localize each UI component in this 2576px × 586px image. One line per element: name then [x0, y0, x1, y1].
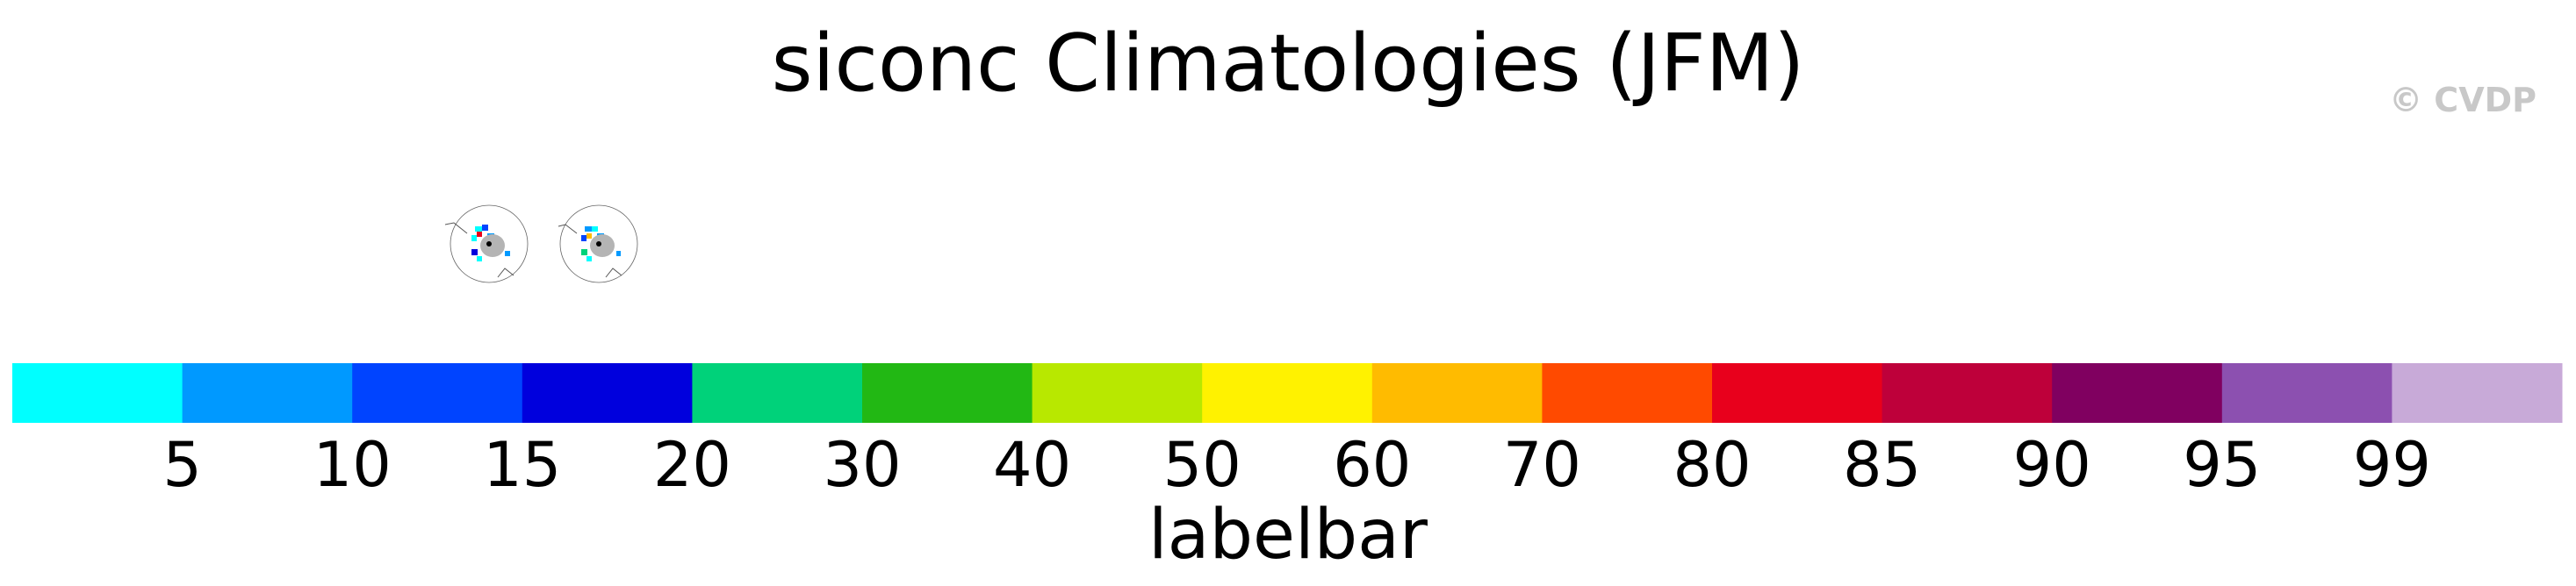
figure-title: siconc Climatologies (JFM) [771, 18, 1805, 110]
labelbar-tick-label: 80 [1673, 429, 1751, 495]
cvdp-watermark: © CVDP [2389, 81, 2536, 119]
labelbar-box-1 [12, 363, 183, 423]
panel-1-cell [475, 226, 482, 232]
panel-1-pole-marker [486, 241, 492, 247]
labelbar-tick-label: 85 [1843, 429, 1921, 495]
labelbar-tick-label: 15 [483, 429, 561, 495]
labelbar-box-7 [1032, 363, 1203, 423]
labelbar-box-3 [352, 363, 523, 423]
labelbar-box-11 [1712, 363, 1883, 423]
panel-1-content [444, 204, 529, 283]
panel-2-cell [581, 249, 587, 255]
labelbar-title: labelbar [1148, 496, 1428, 575]
labelbar-tick-label: 40 [993, 429, 1071, 495]
labelbar-box-6 [862, 363, 1033, 423]
panel-1-boundary [450, 204, 529, 283]
labelbar-tick-label: 95 [2183, 429, 2261, 495]
panel-2-coastline-a [558, 224, 578, 234]
labelbar-box-15 [2392, 363, 2563, 423]
panel-1-cell [471, 235, 477, 241]
panel-1-cell [477, 256, 482, 261]
panel-2-cell [585, 226, 592, 232]
panel-2-boundary [559, 204, 638, 283]
panel-1-landmass [480, 234, 505, 257]
labelbar-box-14 [2221, 363, 2393, 423]
labelbar-tick-label: 50 [1163, 429, 1241, 495]
panel-2-cell [616, 251, 621, 256]
labelbar-box-10 [1542, 363, 1713, 423]
labelbar-tick-label: 5 [162, 429, 202, 495]
panel-1-cell [477, 232, 482, 237]
panel-2-content [558, 204, 638, 283]
labelbar-box-12 [1882, 363, 2053, 423]
labelbar-box-13 [2052, 363, 2223, 423]
panel-2-pole-marker [596, 241, 601, 247]
labelbar-tick-label: 90 [2013, 429, 2091, 495]
labelbar-tick-label: 30 [823, 429, 901, 495]
polar-map-panel-2 [558, 204, 638, 283]
panel-1-cell [505, 251, 510, 256]
labelbar-tick-label: 70 [1503, 429, 1581, 495]
panel-2-cell [586, 256, 592, 261]
labelbar: 5 10 15 20 30 40 50 60 70 80 85 90 95 99 [12, 363, 2563, 495]
labelbar-box-9 [1371, 363, 1543, 423]
labelbar-tick-label: 10 [313, 429, 392, 495]
panel-1-coastline-b [497, 268, 514, 278]
panel-2-cell [592, 226, 598, 232]
panel-2-coastline-b [605, 268, 622, 278]
panel-2-landmass [590, 234, 615, 257]
panel-1-cell [471, 249, 478, 255]
polar-map-panel-1 [444, 204, 529, 283]
panel-1-cell [482, 225, 488, 231]
labelbar-tick-label: 99 [2353, 429, 2431, 495]
labelbar-box-4 [522, 363, 693, 423]
labelbar-box-8 [1202, 363, 1373, 423]
panel-2-cell [581, 235, 586, 241]
labelbar-tick-label: 20 [653, 429, 731, 495]
labelbar-box-2 [182, 363, 353, 423]
panel-1-coastline-a [444, 222, 468, 234]
labelbar-tick-label: 60 [1333, 429, 1411, 495]
labelbar-box-5 [692, 363, 863, 423]
panel-2-cell [586, 233, 592, 239]
